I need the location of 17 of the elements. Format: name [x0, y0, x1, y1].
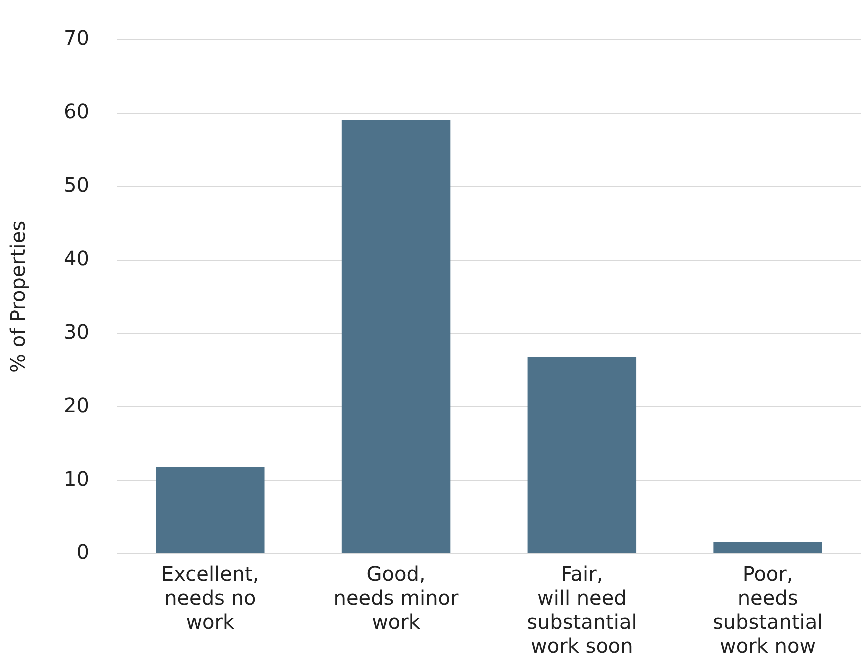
bar: [528, 357, 637, 554]
y-tick-label: 40: [64, 246, 90, 270]
y-tick-label: 20: [64, 393, 90, 418]
x-tick-label: Poor, needs substantial work now: [712, 562, 824, 658]
x-tick-label: Fair, will need substantial work soon: [527, 562, 638, 658]
x-tick-label: Good, needs minor work: [334, 562, 460, 634]
y-tick-label: 10: [64, 466, 90, 491]
y-tick-label: 0: [76, 540, 90, 564]
x-tick-label: Excellent, needs no work: [162, 562, 260, 634]
y-tick-label: 60: [64, 100, 90, 124]
y-tick-label: 30: [64, 320, 90, 344]
y-tick-label: 50: [64, 173, 90, 198]
bar: [714, 542, 822, 554]
y-axis-title: % of Properties: [6, 220, 30, 374]
bar: [156, 467, 265, 554]
bar: [342, 120, 451, 554]
y-tick-label: 70: [64, 26, 90, 50]
